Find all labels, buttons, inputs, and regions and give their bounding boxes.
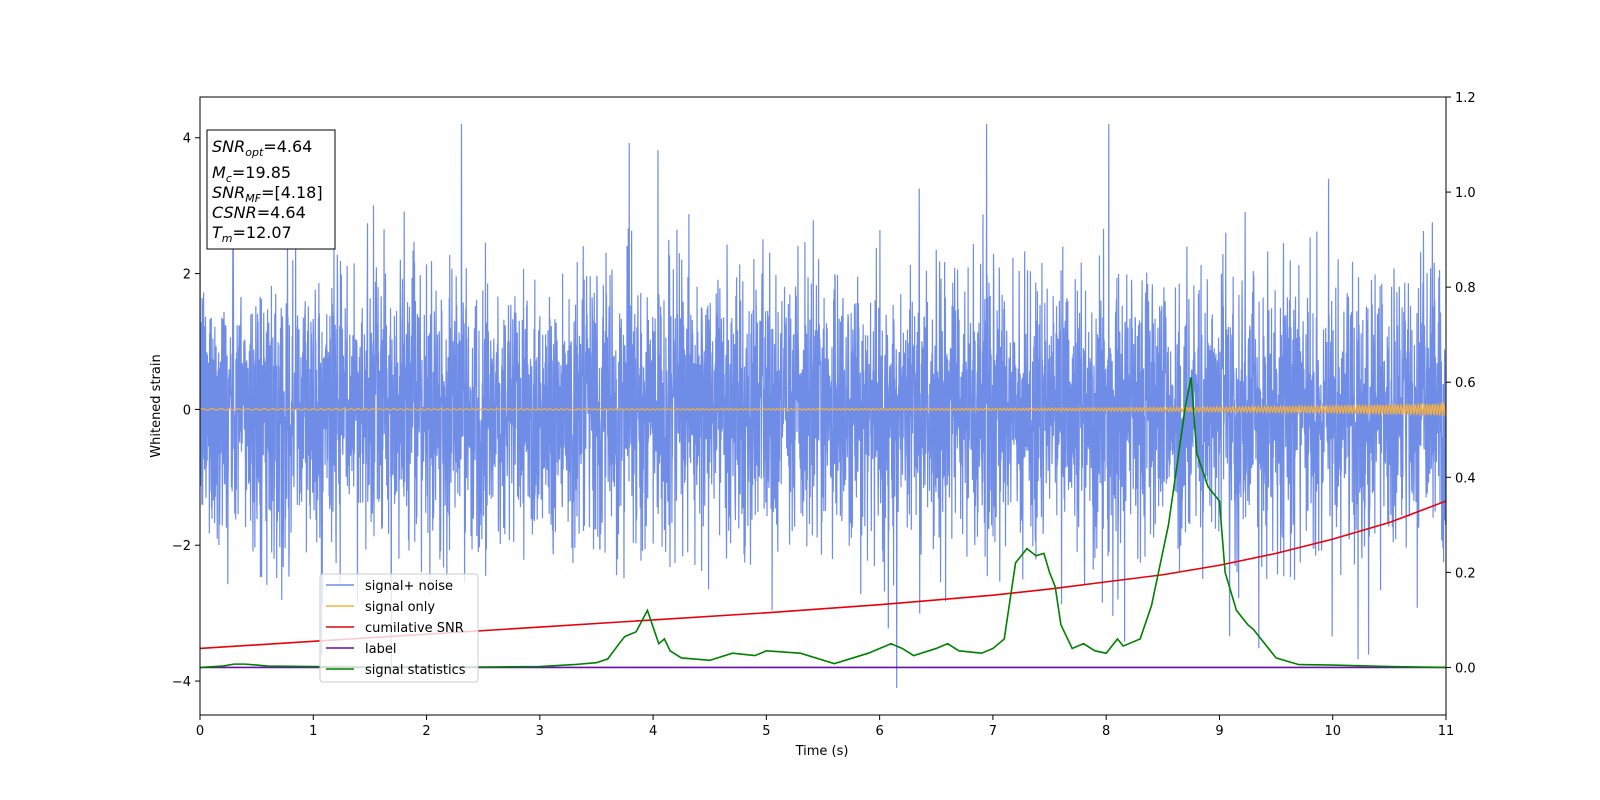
y-right-tick-label: 0.2	[1455, 566, 1476, 581]
annotation-mc: Mc=19.85	[212, 163, 291, 185]
plot-frame	[199, 96, 1447, 716]
legend-item-label: label	[326, 642, 396, 657]
y-left-tick-label: 2	[183, 268, 191, 283]
y-axis-title: Whitened strain	[149, 354, 164, 457]
x-tick-label: 1	[309, 724, 317, 739]
legend: signal+ noise signal only cumilative SNR…	[319, 573, 479, 683]
svg-text:signal only: signal only	[365, 600, 435, 615]
legend-item-signal-only: signal only	[326, 600, 435, 615]
legend-item-cumilative-snr: cumilative SNR	[326, 621, 464, 636]
series-signal-plus-noise-line	[200, 124, 1446, 688]
x-tick-label: 2	[422, 724, 430, 739]
series-cumilative-snr-line	[200, 500, 1446, 650]
x-tick-label: 10	[1324, 724, 1341, 739]
y-right-tick-label: 0.8	[1455, 281, 1476, 296]
x-tick-label: 0	[196, 724, 204, 739]
y-axis-right: 0.0 0.2 0.4 0.6 0.8 1.0 1.2	[1446, 91, 1476, 676]
annotation-snr-opt: SNRopt=4.64	[212, 137, 312, 159]
y-left-tick-label: 4	[183, 132, 191, 147]
svg-text:signal+ noise: signal+ noise	[365, 579, 453, 594]
x-tick-label: 5	[762, 724, 770, 739]
legend-item-signal-plus-noise: signal+ noise	[326, 579, 453, 594]
annotation-tm: Tm=12.07	[212, 223, 292, 245]
y-left-tick-label: 0	[183, 403, 191, 418]
y-axis-left: −4 −2 0 2 4	[172, 132, 200, 690]
x-tick-label: 9	[1215, 724, 1223, 739]
x-tick-label: 7	[989, 724, 997, 739]
annotation-snr-mf: SNRMF=[4.18]	[212, 183, 323, 205]
y-right-tick-label: 0.0	[1455, 661, 1476, 676]
x-axis-title: Time (s)	[795, 744, 849, 759]
svg-text:signal statistics: signal statistics	[365, 663, 466, 678]
y-right-tick-label: 1.0	[1455, 186, 1476, 201]
annotation-csnr: CSNR=4.64	[212, 203, 306, 222]
x-tick-label: 8	[1102, 724, 1110, 739]
series-signal-statistics-line	[200, 377, 1446, 669]
x-tick-label: 3	[536, 724, 544, 739]
x-tick-label: 4	[649, 724, 657, 739]
y-right-tick-label: 0.4	[1455, 471, 1476, 486]
y-right-tick-label: 0.6	[1455, 376, 1476, 391]
x-tick-label: 11	[1438, 724, 1455, 739]
annotation-box: SNRopt=4.64 Mc=19.85 SNRMF=[4.18] CSNR=4…	[206, 129, 336, 250]
y-right-tick-label: 1.2	[1455, 91, 1476, 106]
legend-item-signal-statistics: signal statistics	[326, 663, 466, 678]
y-left-tick-label: −2	[172, 539, 191, 554]
y-left-tick-label: −4	[172, 675, 191, 690]
series-signal-only-line	[200, 402, 1446, 417]
x-tick-label: 6	[875, 724, 883, 739]
x-axis: 0 1 2 3 4 5 6 7 8 9 10 11	[196, 715, 1454, 739]
svg-text:label: label	[365, 642, 396, 657]
svg-text:cumilative SNR: cumilative SNR	[365, 621, 464, 636]
